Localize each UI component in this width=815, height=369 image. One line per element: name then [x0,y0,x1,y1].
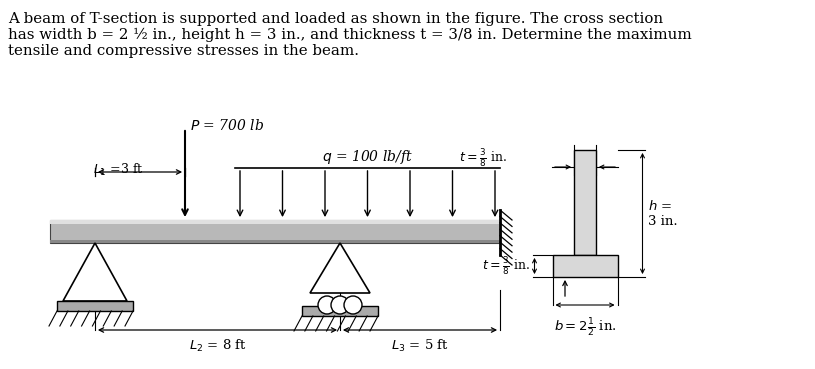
Text: $L_1$ =3 ft: $L_1$ =3 ft [93,162,143,178]
Polygon shape [63,243,127,301]
Circle shape [344,296,362,314]
Text: $L_2$ = 8 ft: $L_2$ = 8 ft [188,338,246,354]
Text: $q$ = 100 lb/ft: $q$ = 100 lb/ft [322,148,413,166]
Text: has width b = 2 ½ in., height h = 3 in., and thickness t = 3/8 in. Determine the: has width b = 2 ½ in., height h = 3 in.,… [8,28,692,42]
Text: $L_3$ = 5 ft: $L_3$ = 5 ft [391,338,449,354]
Bar [553,255,618,277]
Text: $t = \frac{3}{8}$ in.: $t = \frac{3}{8}$ in. [460,147,508,169]
Bar [574,150,596,255]
Text: $P$ = 700 lb: $P$ = 700 lb [190,118,264,133]
Polygon shape [310,243,370,293]
Bar [50,220,500,243]
Text: $t = \frac{3}{8}$ in.: $t = \frac{3}{8}$ in. [482,255,531,277]
Text: $b = 2\frac{1}{2}$ in.: $b = 2\frac{1}{2}$ in. [553,317,616,339]
Circle shape [318,296,336,314]
Text: A beam of T-section is supported and loaded as shown in the figure. The cross se: A beam of T-section is supported and loa… [8,12,663,26]
Text: tensile and compressive stresses in the beam.: tensile and compressive stresses in the … [8,44,359,58]
Circle shape [331,296,349,314]
Bar [302,306,378,316]
Bar [50,220,500,224]
Text: $h$ =
3 in.: $h$ = 3 in. [647,199,677,228]
Bar [57,301,133,311]
Bar [50,239,500,243]
